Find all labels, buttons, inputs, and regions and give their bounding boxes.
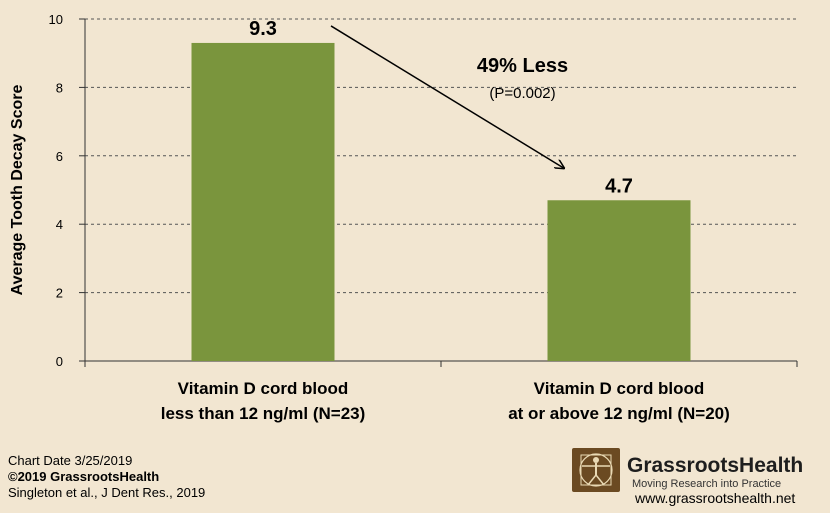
data-labels: 9.3 4.7 — [249, 18, 633, 197]
annotation-percent-less: 49% Less — [477, 55, 568, 77]
category-label-line: Vitamin D cord blood — [534, 379, 705, 398]
y-tick-label: 8 — [56, 80, 63, 95]
data-label-1: 9.3 — [249, 18, 277, 40]
category-label-line: less than 12 ng/ml (N=23) — [161, 404, 366, 423]
chart-date: Chart Date 3/25/2019 — [8, 453, 133, 468]
y-tick-label: 0 — [56, 354, 63, 369]
bar-2 — [547, 200, 691, 361]
brand-name: GrassrootsHealth — [627, 454, 804, 477]
bar-1 — [191, 42, 335, 361]
y-axis-label: Average Tooth Decay Score — [9, 85, 26, 296]
y-tick-label: 10 — [49, 12, 63, 27]
brand-tagline: Moving Research into Practice — [632, 478, 782, 490]
bar-chart: 0 2 4 6 8 10 9.3 4.7 Vitamin D cord blood less … — [9, 12, 798, 423]
vitruvian-man-icon — [572, 448, 620, 492]
brand-url[interactable]: www.grassrootshealth.net — [635, 490, 796, 506]
y-tick-label: 6 — [56, 149, 63, 164]
chart-footer: Chart Date 3/25/2019 ©2019 GrassrootsHea… — [8, 453, 205, 501]
category-label-line: Vitamin D cord blood — [178, 379, 349, 398]
annotation-p-value: (P=0.002) — [489, 85, 555, 102]
y-tick-label: 4 — [56, 217, 63, 232]
citation: Singleton et al., J Dent Res., 2019 — [8, 485, 206, 500]
copyright: ©2019 GrassrootsHealth — [8, 469, 160, 484]
y-tick-labels: 0 2 4 6 8 10 — [49, 12, 63, 369]
category-label-line: at or above 12 ng/ml (N=20) — [508, 404, 730, 423]
data-label-2: 4.7 — [605, 175, 633, 197]
y-tick-label: 2 — [56, 286, 63, 301]
category-labels: Vitamin D cord blood less than 12 ng/ml (… — [161, 379, 730, 423]
annotation: 49% Less (P=0.002) — [330, 25, 568, 168]
grid-lines — [85, 18, 797, 294]
trend-arrow — [330, 25, 564, 168]
brand-block: GrassrootsHealth Moving Research into Pr… — [572, 448, 822, 508]
bars — [191, 42, 691, 361]
